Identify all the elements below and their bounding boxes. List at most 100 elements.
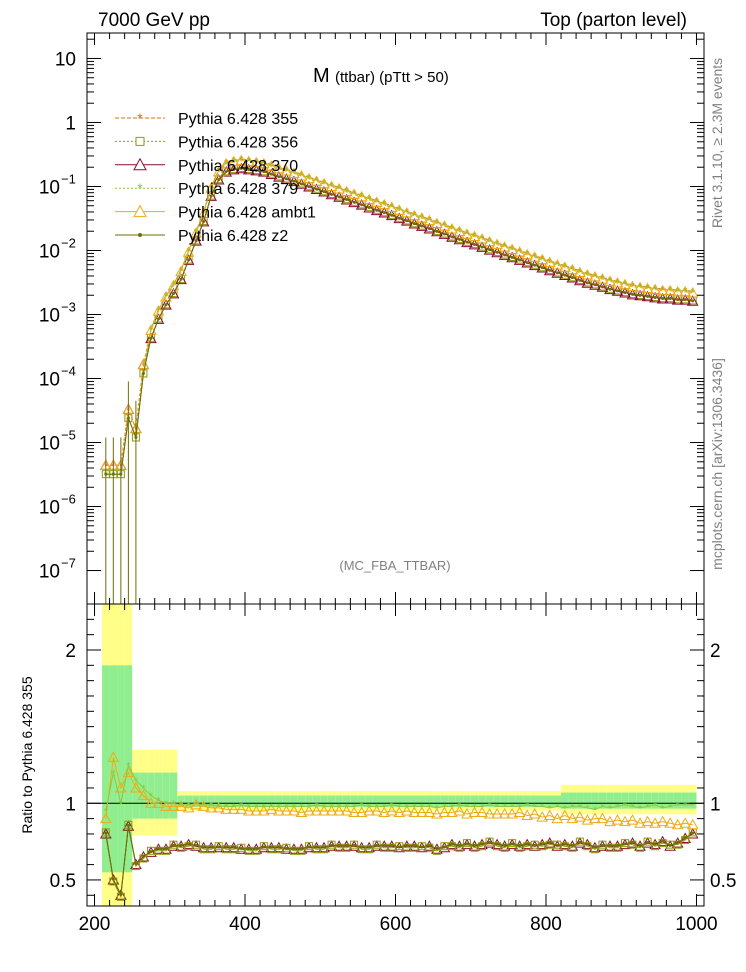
main-data-point: * <box>608 276 612 287</box>
main-data-point <box>525 261 529 265</box>
ratio-data-point <box>488 840 492 844</box>
ratio-data-point: * <box>345 802 349 813</box>
ratio-y-ticks: 0.5 0.5 1 1 2 2 <box>50 618 736 896</box>
legend-marker: * <box>137 180 143 196</box>
main-data-point <box>468 238 481 250</box>
main-y-tick-exponent: −1 <box>61 171 76 186</box>
main-data-point <box>596 273 609 284</box>
ratio-data-point <box>604 815 616 827</box>
ratio-data-point <box>435 847 439 851</box>
main-data-point <box>190 226 202 238</box>
legend-entry: Pythia 6.428 356 <box>115 134 298 151</box>
ratio-band-inner <box>681 792 689 809</box>
ratio-data-point: * <box>315 801 319 812</box>
main-data-point <box>330 192 334 196</box>
ratio-data-point <box>232 845 236 849</box>
ratio-band-inner <box>192 795 200 808</box>
main-data-point <box>385 201 398 212</box>
main-data-point <box>280 173 293 184</box>
ratio-data-point: * <box>194 799 198 810</box>
legend-label: Pythia 6.428 355 <box>178 111 298 128</box>
ratio-data-point: * <box>600 802 604 813</box>
main-data-point <box>473 242 477 246</box>
ratio-band-inner <box>387 795 396 808</box>
main-data-point: * <box>540 255 544 266</box>
main-data-point: * <box>503 241 507 252</box>
ratio-data-point <box>634 817 646 828</box>
legend-marker <box>133 157 147 171</box>
legend-entry: Pythia 6.428 370 <box>115 157 298 175</box>
ratio-data-point: * <box>299 802 303 813</box>
main-y-tick-exponent: −6 <box>61 492 76 507</box>
ratio-data-point: * <box>555 802 559 813</box>
main-data-point <box>202 219 206 223</box>
main-data-point: * <box>194 228 198 239</box>
main-data-point: * <box>352 189 356 200</box>
ratio-data-point <box>615 843 619 847</box>
main-data-point <box>641 282 654 294</box>
main-data-point <box>656 284 669 296</box>
ratio-data-point <box>367 845 371 849</box>
main-data-point <box>589 270 601 282</box>
main-data-point <box>671 285 684 297</box>
ratio-band-inner <box>628 792 637 809</box>
ratio-data-point: * <box>548 804 552 815</box>
ratio-data-point <box>518 843 522 847</box>
main-data-point <box>453 233 466 245</box>
ratio-data-point: * <box>638 804 642 815</box>
main-data-point: * <box>691 287 695 298</box>
ratio-band-inner <box>606 792 614 809</box>
main-data-point <box>393 204 406 215</box>
ratio-data-point <box>528 840 541 851</box>
main-data-point <box>340 193 353 205</box>
ratio-x-ticks: 200 400 600 800 1000 <box>79 604 718 935</box>
main-data-point <box>284 177 288 181</box>
ratio-data-point <box>668 843 672 847</box>
main-data-point <box>205 182 218 193</box>
ratio-data-point: * <box>157 796 161 807</box>
ratio-data-point <box>333 804 345 816</box>
ratio-data-point: * <box>284 802 288 813</box>
main-data-point <box>352 200 356 204</box>
ratio-data-point <box>227 803 240 814</box>
ratio-band-inner <box>162 772 170 819</box>
ratio-data-point <box>194 843 198 847</box>
ratio-band-inner <box>109 665 118 873</box>
main-data-point: * <box>578 267 582 278</box>
ratio-data-point <box>130 781 142 793</box>
ratio-data-point: * <box>458 801 462 812</box>
ratio-data-point: * <box>480 802 484 813</box>
legend-marker <box>138 233 142 237</box>
legend-entry: Pythia 6.428 ambt1 <box>115 204 316 222</box>
ratio-data-point <box>638 843 642 847</box>
ratio-data-point <box>427 843 431 847</box>
ratio-band-inner <box>260 795 268 808</box>
ratio-data-point <box>498 807 511 819</box>
main-data-point <box>581 269 594 280</box>
ratio-data-point <box>415 806 428 817</box>
ratio-data-point: * <box>382 802 386 813</box>
main-data-point <box>235 154 248 166</box>
ratio-data-point <box>122 820 135 831</box>
main-data-point <box>340 185 353 197</box>
main-data-point: * <box>540 254 544 265</box>
main-data-point <box>649 283 661 295</box>
ratio-data-point: * <box>540 802 544 813</box>
ratio-data-point <box>465 842 469 846</box>
main-data-point <box>653 295 657 299</box>
ratio-band-inner <box>410 795 419 808</box>
main-data-point <box>288 167 300 178</box>
main-data-point <box>295 169 308 181</box>
main-y-tick-label: 10 <box>39 434 60 455</box>
ratio-data-point <box>99 812 112 824</box>
ratio-data-point <box>273 804 285 816</box>
main-data-point <box>604 275 616 286</box>
main-data-point <box>400 215 413 226</box>
main-data-point <box>435 229 439 233</box>
main-data-point <box>626 280 639 292</box>
main-data-point <box>303 181 315 192</box>
main-data-point <box>558 261 571 272</box>
ratio-data-point <box>575 837 584 846</box>
main-data-point: * <box>661 286 665 297</box>
ratio-data-point <box>104 831 108 835</box>
